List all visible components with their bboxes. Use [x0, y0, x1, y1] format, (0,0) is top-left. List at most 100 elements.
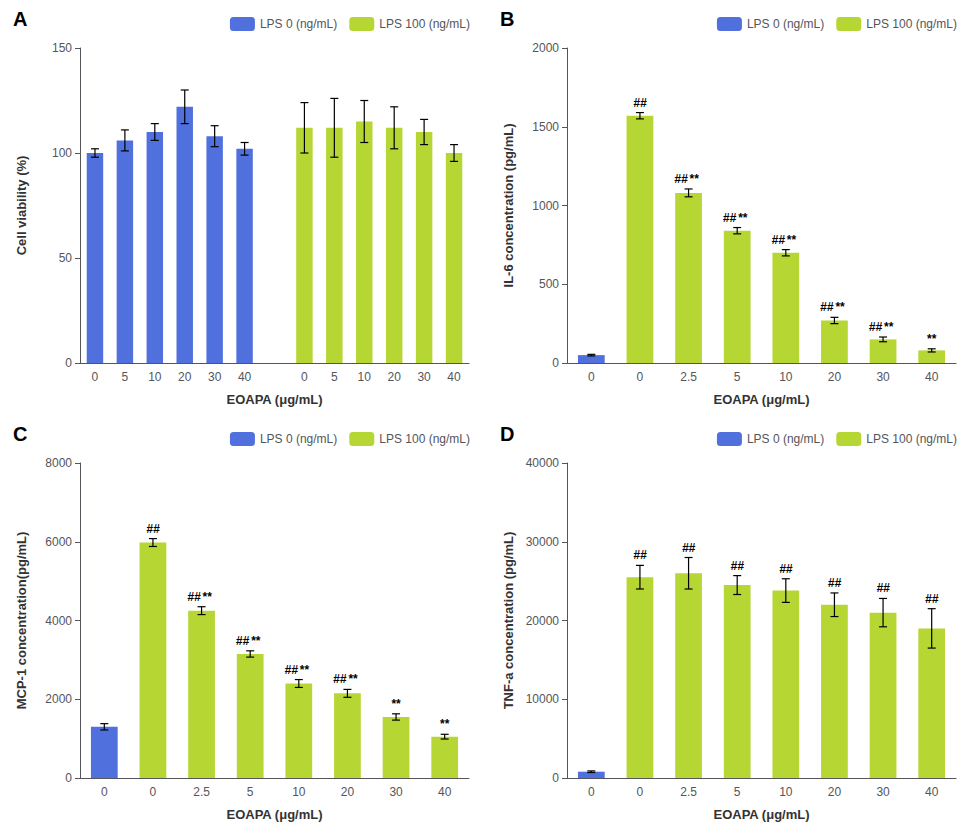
svg-text:5: 5 [331, 370, 338, 384]
svg-text:0: 0 [301, 370, 308, 384]
svg-text:5: 5 [734, 785, 741, 799]
svg-text:##: ## [333, 672, 347, 686]
svg-text:0: 0 [65, 356, 72, 370]
svg-text:40: 40 [925, 785, 939, 799]
svg-text:##: ## [633, 96, 647, 110]
svg-text:**: ** [927, 332, 937, 346]
svg-text:##: ## [731, 559, 745, 573]
svg-text:**: ** [251, 634, 261, 648]
svg-text:**: ** [391, 697, 401, 711]
svg-text:**: ** [203, 590, 213, 604]
svg-text:1000: 1000 [532, 199, 559, 213]
svg-text:A: A [13, 8, 27, 30]
svg-text:**: ** [348, 672, 358, 686]
svg-text:0: 0 [588, 785, 595, 799]
svg-text:##: ## [925, 592, 939, 606]
svg-text:IL-6 concentration (pg/mL): IL-6 concentration (pg/mL) [501, 124, 516, 288]
svg-text:**: ** [440, 717, 450, 731]
svg-text:LPS 100 (ng/mL): LPS 100 (ng/mL) [866, 17, 957, 31]
svg-text:10000: 10000 [526, 692, 560, 706]
svg-text:##: ## [771, 233, 785, 247]
svg-text:10: 10 [779, 785, 793, 799]
svg-text:##: ## [187, 590, 201, 604]
svg-text:EOAPA (μg/mL): EOAPA (μg/mL) [713, 392, 809, 407]
svg-text:150: 150 [52, 41, 72, 55]
svg-text:LPS 0 (ng/mL): LPS 0 (ng/mL) [260, 432, 337, 446]
svg-text:B: B [500, 8, 514, 30]
svg-text:**: ** [787, 233, 797, 247]
svg-text:1500: 1500 [532, 120, 559, 134]
svg-text:LPS 100 (ng/mL): LPS 100 (ng/mL) [379, 432, 470, 446]
svg-text:MCP-1 concentration(pg/mL): MCP-1 concentration(pg/mL) [14, 532, 29, 710]
svg-text:30: 30 [876, 785, 890, 799]
svg-text:20000: 20000 [526, 614, 560, 628]
svg-text:##: ## [828, 576, 842, 590]
svg-text:40: 40 [438, 785, 452, 799]
svg-text:C: C [13, 423, 27, 445]
svg-text:6000: 6000 [45, 535, 72, 549]
svg-text:##: ## [146, 522, 160, 536]
svg-text:Cell viability (%): Cell viability (%) [14, 156, 29, 256]
svg-text:2.5: 2.5 [680, 370, 697, 384]
svg-text:500: 500 [539, 277, 559, 291]
svg-text:10: 10 [358, 370, 372, 384]
svg-text:40000: 40000 [526, 456, 560, 470]
svg-text:##: ## [876, 581, 890, 595]
svg-text:EOAPA (μg/mL): EOAPA (μg/mL) [226, 807, 322, 822]
svg-text:D: D [500, 423, 514, 445]
svg-text:5: 5 [122, 370, 129, 384]
svg-text:20: 20 [828, 785, 842, 799]
svg-text:##: ## [284, 663, 298, 677]
svg-text:5: 5 [734, 370, 741, 384]
svg-text:20: 20 [388, 370, 402, 384]
svg-text:0: 0 [637, 785, 644, 799]
svg-text:30000: 30000 [526, 535, 560, 549]
svg-text:##: ## [674, 172, 688, 186]
svg-text:**: ** [884, 320, 894, 334]
svg-text:20: 20 [341, 785, 355, 799]
svg-text:##: ## [820, 300, 834, 314]
svg-text:##: ## [869, 320, 883, 334]
svg-text:0: 0 [637, 370, 644, 384]
svg-text:2.5: 2.5 [680, 785, 697, 799]
svg-text:0: 0 [92, 370, 99, 384]
svg-text:100: 100 [52, 146, 72, 160]
svg-text:0: 0 [552, 771, 559, 785]
svg-text:##: ## [633, 548, 647, 562]
svg-text:LPS 100 (ng/mL): LPS 100 (ng/mL) [379, 17, 470, 31]
svg-text:10: 10 [148, 370, 162, 384]
svg-text:30: 30 [208, 370, 222, 384]
svg-text:EOAPA (μg/mL): EOAPA (μg/mL) [226, 392, 322, 407]
svg-text:10: 10 [779, 370, 793, 384]
svg-text:**: ** [300, 663, 310, 677]
svg-text:4000: 4000 [45, 614, 72, 628]
svg-text:LPS 0 (ng/mL): LPS 0 (ng/mL) [747, 17, 824, 31]
svg-text:##: ## [779, 562, 793, 576]
svg-text:40: 40 [447, 370, 461, 384]
svg-text:LPS 0 (ng/mL): LPS 0 (ng/mL) [260, 17, 337, 31]
svg-text:30: 30 [417, 370, 431, 384]
svg-text:EOAPA (μg/mL): EOAPA (μg/mL) [713, 807, 809, 822]
svg-text:0: 0 [588, 370, 595, 384]
svg-text:##: ## [236, 634, 250, 648]
svg-text:LPS 0 (ng/mL): LPS 0 (ng/mL) [747, 432, 824, 446]
svg-text:40: 40 [925, 370, 939, 384]
svg-text:20: 20 [828, 370, 842, 384]
svg-text:**: ** [835, 300, 845, 314]
svg-text:30: 30 [876, 370, 890, 384]
svg-text:##: ## [682, 541, 696, 555]
svg-text:LPS 100 (ng/mL): LPS 100 (ng/mL) [866, 432, 957, 446]
svg-text:TNF-a concentration (pg/mL): TNF-a concentration (pg/mL) [501, 532, 516, 710]
svg-text:30: 30 [389, 785, 403, 799]
svg-text:8000: 8000 [45, 456, 72, 470]
svg-text:10: 10 [292, 785, 306, 799]
svg-text:20: 20 [178, 370, 192, 384]
svg-text:2000: 2000 [45, 692, 72, 706]
svg-text:2.5: 2.5 [193, 785, 210, 799]
svg-text:**: ** [738, 211, 748, 225]
svg-text:2000: 2000 [532, 41, 559, 55]
svg-text:0: 0 [552, 356, 559, 370]
svg-text:##: ## [723, 211, 737, 225]
svg-text:0: 0 [101, 785, 108, 799]
svg-text:0: 0 [65, 771, 72, 785]
